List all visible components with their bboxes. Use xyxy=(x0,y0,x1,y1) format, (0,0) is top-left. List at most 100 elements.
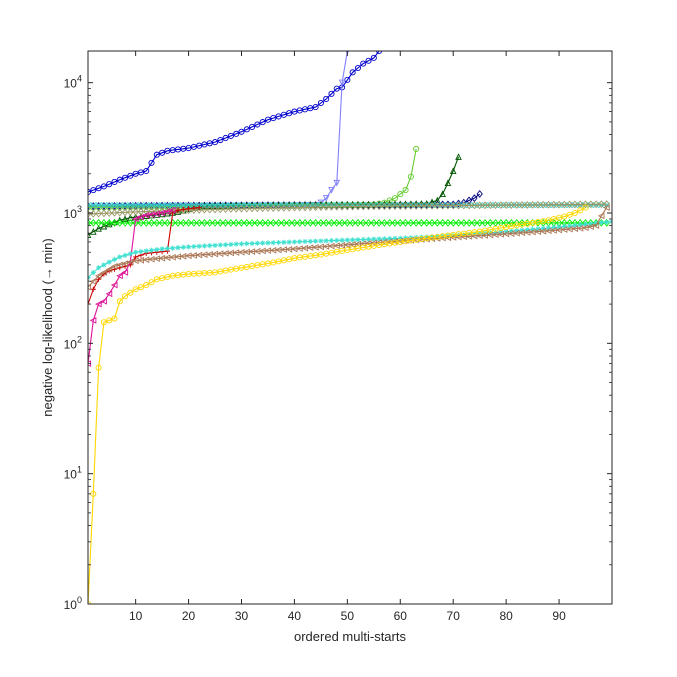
data-point xyxy=(264,116,272,123)
data-point xyxy=(148,279,155,286)
data-point xyxy=(355,237,361,243)
data-point xyxy=(185,244,192,250)
y-tick-base: 10 xyxy=(64,337,78,351)
y-tick-label: 102 xyxy=(64,334,82,351)
data-point xyxy=(535,226,541,232)
y-tick-label: 103 xyxy=(64,204,82,221)
data-point xyxy=(159,149,166,156)
data-point xyxy=(254,204,261,213)
data-point xyxy=(333,201,340,210)
data-point xyxy=(285,218,293,227)
data-point xyxy=(577,222,583,228)
data-point xyxy=(154,247,160,253)
data-point xyxy=(344,237,350,243)
data-point xyxy=(471,201,478,210)
data-point xyxy=(444,201,452,210)
data-point xyxy=(243,204,250,213)
data-point xyxy=(201,218,208,227)
plot-area xyxy=(88,51,612,604)
data-point xyxy=(148,159,155,166)
data-point xyxy=(191,243,197,250)
data-point xyxy=(301,218,309,227)
data-point xyxy=(137,284,144,291)
data-point xyxy=(164,245,170,252)
data-point xyxy=(550,200,557,209)
data-point xyxy=(407,202,415,210)
data-point xyxy=(370,218,377,227)
y-tick-label: 100 xyxy=(64,595,82,612)
data-point xyxy=(222,134,229,142)
data-point xyxy=(402,235,409,241)
data-point xyxy=(551,224,557,231)
data-point xyxy=(110,281,118,289)
data-point xyxy=(381,218,388,227)
data-point xyxy=(581,224,589,232)
data-point xyxy=(180,206,186,213)
data-point xyxy=(101,262,107,268)
data-point xyxy=(89,278,97,285)
data-point xyxy=(386,218,393,227)
data-point xyxy=(158,254,166,262)
data-point xyxy=(455,218,462,227)
data-point xyxy=(116,202,123,209)
data-point xyxy=(88,218,92,227)
data-point xyxy=(190,206,198,214)
data-point xyxy=(170,245,176,251)
data-point xyxy=(249,123,256,130)
data-point xyxy=(122,252,128,258)
data-point xyxy=(163,208,171,215)
data-point xyxy=(375,218,383,227)
data-point xyxy=(270,240,276,246)
data-point xyxy=(105,290,113,298)
data-point xyxy=(338,201,346,210)
data-point xyxy=(502,218,510,227)
data-point xyxy=(465,218,473,227)
data-point xyxy=(117,254,123,260)
data-point xyxy=(571,209,578,217)
data-point xyxy=(116,261,123,269)
series-12 xyxy=(88,204,589,604)
y-tick-base: 10 xyxy=(64,598,78,612)
x-tick-label: 90 xyxy=(552,609,566,623)
data-point xyxy=(481,201,489,210)
data-point xyxy=(545,200,552,209)
data-point xyxy=(100,202,107,209)
data-point xyxy=(312,203,319,212)
data-point xyxy=(243,218,250,227)
data-point xyxy=(227,132,234,139)
data-point xyxy=(100,209,108,218)
data-point xyxy=(111,178,118,186)
data-point xyxy=(169,206,176,214)
data-point xyxy=(222,202,229,209)
data-point xyxy=(498,229,504,235)
data-point xyxy=(518,218,526,227)
data-point xyxy=(206,218,213,227)
data-point xyxy=(254,240,260,246)
data-point xyxy=(328,218,335,227)
data-point xyxy=(179,252,187,260)
data-point xyxy=(88,202,91,209)
data-point xyxy=(328,202,335,211)
data-point xyxy=(238,204,245,213)
data-point xyxy=(291,203,298,212)
data-point xyxy=(301,203,309,212)
data-point xyxy=(238,128,245,135)
data-point xyxy=(397,218,404,227)
data-point xyxy=(223,242,229,248)
data-point xyxy=(275,218,282,227)
data-point xyxy=(354,64,361,72)
data-point xyxy=(132,215,139,223)
data-point xyxy=(121,269,129,276)
data-point xyxy=(312,218,319,227)
data-point xyxy=(111,208,118,217)
data-point xyxy=(360,60,367,67)
data-point xyxy=(260,240,266,246)
data-point xyxy=(153,218,160,227)
data-point xyxy=(561,200,568,209)
data-point xyxy=(90,218,97,227)
data-point xyxy=(143,282,150,289)
data-point xyxy=(153,255,160,263)
data-point xyxy=(307,238,313,244)
data-point xyxy=(598,200,605,209)
data-point xyxy=(233,241,239,247)
